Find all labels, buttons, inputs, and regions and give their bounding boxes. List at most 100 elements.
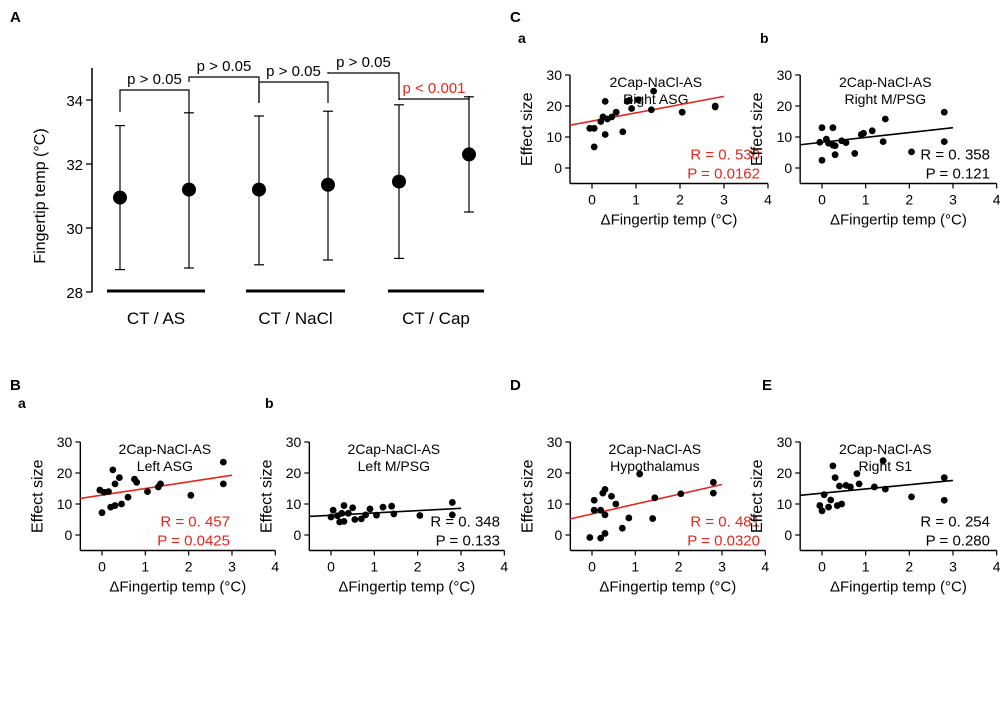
panel-a-y-tick-label: 34	[66, 93, 83, 110]
sub-panel-letter: b	[760, 30, 769, 46]
data-point	[187, 491, 195, 499]
data-point	[590, 143, 598, 151]
x-tick-label: 4	[993, 559, 1000, 575]
y-tick-label: 0	[65, 527, 73, 543]
panel-letter-e: E	[762, 377, 772, 394]
data-point	[625, 514, 633, 522]
data-point	[881, 485, 889, 493]
data-point	[597, 506, 605, 514]
stat-p-value: P = 0.0425	[157, 533, 230, 550]
scatter-panel-e: 0 10 20 30 0 1 2 3 4 ΔFingertip temp (°C) Effect s…	[749, 434, 1000, 596]
y-tick-label: 30	[547, 434, 563, 450]
y-tick-label: 30	[57, 434, 73, 450]
regression-line	[569, 95, 725, 127]
data-point	[818, 124, 826, 132]
x-tick-label: 0	[98, 559, 106, 575]
data-point	[618, 524, 626, 532]
data-point	[868, 127, 876, 135]
x-tick-label: 3	[949, 559, 957, 575]
x-tick-label: 4	[500, 559, 508, 575]
panel-a-mean-point	[113, 190, 127, 205]
y-tick-label: 10	[57, 496, 73, 512]
panel-a-mean-point	[252, 182, 266, 197]
panel-a-mean-point	[182, 182, 196, 197]
data-point	[908, 493, 915, 501]
y-tick-label: 10	[546, 129, 562, 145]
stat-r-value: R = 0. 358	[920, 147, 990, 164]
y-tick-label: 30	[546, 67, 562, 83]
panel-a-mean-point	[321, 177, 335, 192]
data-point	[619, 128, 627, 136]
x-axis-label: ΔFingertip temp (°C)	[830, 212, 967, 229]
data-point	[648, 106, 655, 114]
data-point	[816, 502, 824, 509]
x-tick-label: 1	[631, 559, 639, 575]
stat-p-value: P = 0.0320	[687, 533, 760, 550]
data-point	[818, 156, 826, 164]
y-axis-label: Effect size	[519, 459, 536, 533]
data-point	[448, 511, 456, 519]
panel-a-significance-bracket	[258, 81, 329, 103]
x-axis-label: ΔFingertip temp (°C)	[338, 579, 475, 596]
data-point	[829, 124, 837, 132]
data-point	[612, 108, 620, 116]
data-point	[338, 509, 346, 517]
data-point	[831, 151, 839, 159]
panel-title-line2: Right M/PSG	[844, 91, 926, 107]
stat-p-value: P = 0.0162	[687, 166, 760, 183]
data-point	[219, 458, 227, 466]
panel-letter-a: A	[10, 9, 21, 26]
scatter-panel-c-a: a 0 10 20 30 0 1 2 3 4 ΔFingertip temp (°C) Effect …	[518, 30, 772, 229]
data-point	[940, 138, 948, 146]
panel-a-y-tick-label: 30	[66, 221, 83, 238]
data-point	[940, 108, 948, 116]
y-tick-label: 20	[57, 465, 73, 481]
x-tick-label: 4	[764, 192, 772, 208]
data-point	[818, 507, 826, 515]
scatter-panel-d: 0 10 20 30 0 1 2 3 4 ΔFingertip temp (°C) Effect s…	[519, 434, 769, 596]
data-point	[908, 148, 915, 156]
data-point	[846, 483, 854, 491]
data-point	[831, 474, 839, 482]
x-tick-label: 3	[720, 192, 728, 208]
x-tick-label: 0	[818, 192, 826, 208]
data-point	[853, 470, 861, 478]
y-tick-label: 10	[547, 496, 563, 512]
data-point	[827, 496, 835, 504]
panel-a-significance-bracket	[119, 89, 190, 113]
data-point	[362, 511, 370, 519]
x-axis-label: ΔFingertip temp (°C)	[109, 579, 246, 596]
data-point	[678, 108, 686, 116]
x-tick-label: 0	[818, 559, 826, 575]
panel-title-line1: 2Cap-NaCl-AS	[119, 441, 212, 457]
y-tick-label: 30	[777, 67, 793, 83]
data-point	[590, 496, 598, 504]
data-point	[871, 483, 878, 491]
panel-title-line1: 2Cap-NaCl-AS	[348, 441, 441, 457]
x-tick-label: 3	[228, 559, 236, 575]
scatter-panel-b-b: b 0 10 20 30 0 1 2 3 4 ΔFingertip temp (°C) Effect …	[258, 395, 508, 596]
data-point	[448, 499, 456, 506]
data-point	[601, 486, 609, 493]
data-point	[133, 478, 141, 486]
data-point	[709, 489, 717, 497]
scatter-panel-b-a: a 0 10 20 30 0 1 2 3 4 ΔFingertip temp (°C) Effect …	[18, 395, 279, 596]
data-point	[879, 138, 887, 146]
data-point	[118, 500, 125, 508]
data-point	[612, 500, 620, 508]
panel-a-p-value-label: p > 0.05	[127, 71, 182, 88]
panel-title-line1: 2Cap-NaCl-AS	[839, 74, 932, 90]
y-tick-label: 0	[554, 160, 562, 176]
data-point	[349, 504, 357, 512]
data-point	[219, 480, 227, 488]
panel-a-p-value-label: p > 0.05	[336, 54, 391, 71]
panel-a-group-label: CT / Cap	[402, 309, 470, 328]
panel-a-y-tick-label: 32	[66, 157, 83, 174]
x-tick-label: 1	[632, 192, 640, 208]
data-point	[351, 516, 359, 523]
x-tick-label: 3	[949, 192, 957, 208]
data-point	[366, 505, 374, 513]
data-point	[357, 515, 365, 523]
data-point	[105, 488, 112, 495]
